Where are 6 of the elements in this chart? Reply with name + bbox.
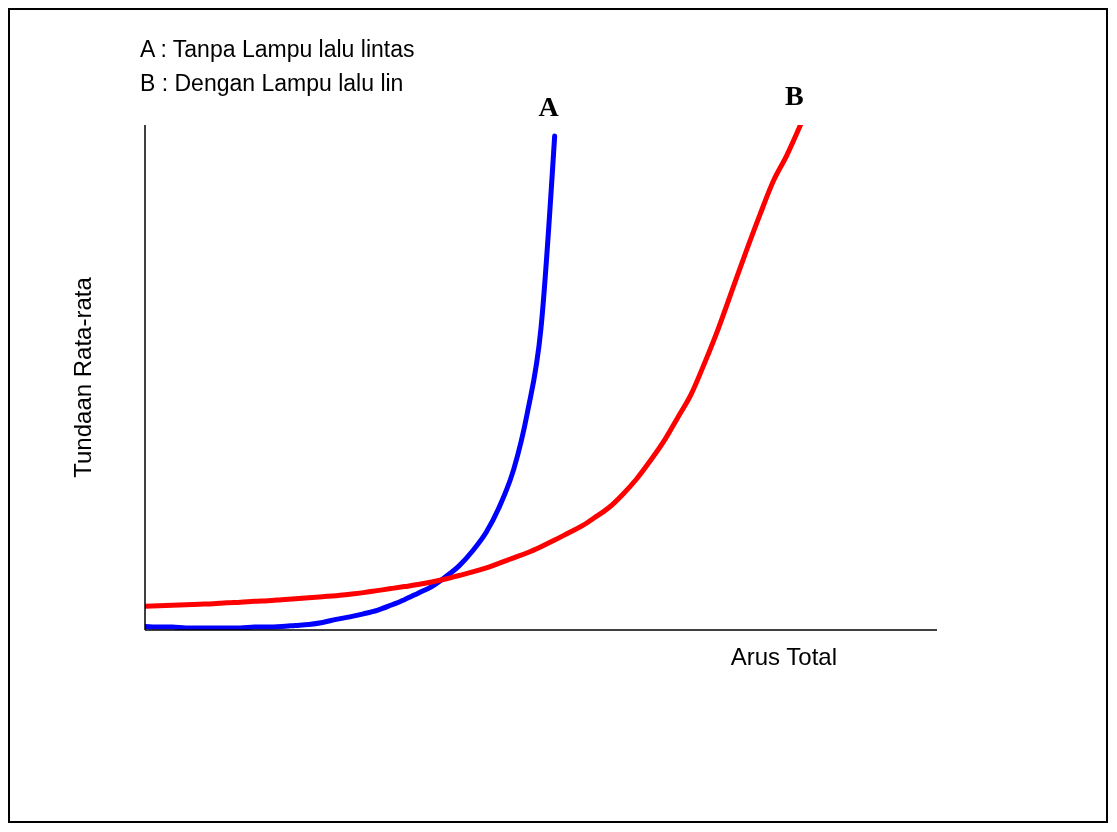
y-axis-title: Tundaan Rata-rata <box>68 276 96 478</box>
text: A : Tanpa Lampu lalu lintas <box>140 35 415 64</box>
series-label: A <box>538 91 560 123</box>
x-axis-title: Arus Total <box>730 643 837 671</box>
series-label: B <box>785 80 804 111</box>
text: B : Dengan Lampu lalu lin <box>140 69 405 98</box>
